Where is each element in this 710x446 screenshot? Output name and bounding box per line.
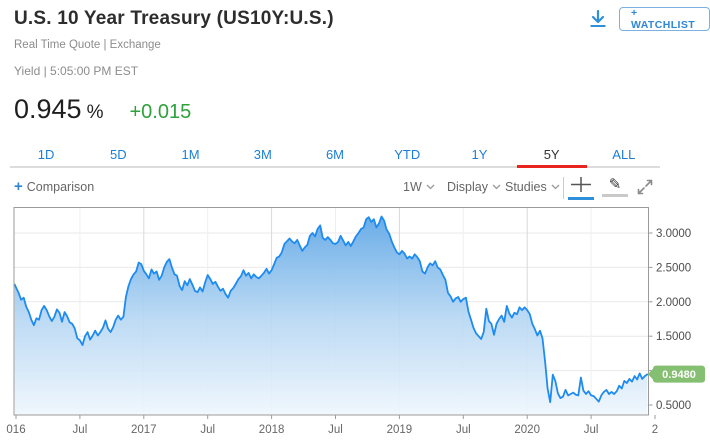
tab-label: YTD xyxy=(394,147,421,162)
chevron-down-icon xyxy=(426,184,435,190)
x-axis-label: 2 xyxy=(652,424,658,436)
add-watchlist-button[interactable]: + WATCHLIST xyxy=(619,7,710,31)
tab-label: ALL xyxy=(612,147,636,162)
crosshair-tool-button[interactable] xyxy=(568,176,594,200)
tab-label: 3M xyxy=(253,147,272,162)
download-icon xyxy=(590,9,606,27)
y-axis-label: 0.5000 xyxy=(656,400,691,412)
y-axis-label: 3.0000 xyxy=(656,228,691,240)
tab-label: 5D xyxy=(110,147,127,162)
chart-toolbar: + Comparison 1W Display Studies ✎ xyxy=(0,174,710,204)
download-button[interactable] xyxy=(587,9,609,29)
change-value: +0.015 xyxy=(129,101,192,123)
last-yield-value: 0.945 xyxy=(14,94,82,124)
studies-dropdown[interactable]: Studies xyxy=(505,180,560,194)
chevron-down-icon xyxy=(551,184,560,190)
tab-3m[interactable]: 3M xyxy=(227,145,299,166)
comparison-button[interactable]: + Comparison xyxy=(14,178,95,195)
x-axis-label: 016 xyxy=(6,424,25,436)
quote-status-line: Yield | 5:05:00 PM EST xyxy=(14,64,139,78)
x-axis-label: Jul xyxy=(584,424,599,436)
toolbar-divider xyxy=(563,177,564,199)
range-tab-bar: 1D 5D 1M 3M 6M YTD 1Y 5Y ALL xyxy=(10,145,660,168)
interval-dropdown[interactable]: 1W xyxy=(403,180,435,194)
x-axis-label: Jul xyxy=(200,424,215,436)
tab-all[interactable]: ALL xyxy=(588,145,660,166)
display-dropdown[interactable]: Display xyxy=(447,180,501,194)
studies-label: Studies xyxy=(505,180,547,194)
tab-label: 6M xyxy=(325,147,345,162)
chart-area xyxy=(14,216,648,415)
tab-label: 5Y xyxy=(543,147,560,162)
comparison-label: Comparison xyxy=(26,180,95,194)
last-price-label: 0.9480 xyxy=(662,369,696,381)
tab-label: 1D xyxy=(37,147,55,162)
tab-label: 1M xyxy=(181,147,200,162)
x-axis-label: 2018 xyxy=(259,424,285,436)
plot-border xyxy=(13,207,649,416)
display-label: Display xyxy=(447,180,488,194)
tab-ytd[interactable]: YTD xyxy=(371,145,443,166)
tab-5d[interactable]: 5D xyxy=(82,145,154,166)
plus-icon: + xyxy=(14,178,23,195)
tab-label: 1Y xyxy=(471,147,488,162)
tab-6m[interactable]: 6M xyxy=(299,145,371,166)
y-axis-label: 2.5000 xyxy=(656,262,691,274)
chart-canvas[interactable]: 3.00002.50002.00001.50001.00000.5000016J… xyxy=(0,207,710,446)
chart-line xyxy=(13,215,649,404)
active-tab-underline xyxy=(516,165,587,168)
x-axis-label: 2017 xyxy=(131,424,157,436)
crosshair-icon xyxy=(571,177,591,192)
crosshair-active-underline xyxy=(568,197,594,200)
expand-icon xyxy=(637,179,653,195)
price-row: 0.945 % +0.015 xyxy=(14,94,191,125)
tab-1m[interactable]: 1M xyxy=(154,145,226,166)
y-axis-label: 1.5000 xyxy=(656,331,691,343)
last-price-badge: 0.9480 xyxy=(648,365,705,383)
x-axis-label: Jul xyxy=(73,424,88,436)
x-axis-label: 2019 xyxy=(387,424,413,436)
x-axis-label: Jul xyxy=(456,424,471,436)
x-axis-label: 2020 xyxy=(514,424,540,436)
tab-1d[interactable]: 1D xyxy=(10,145,82,166)
draw-tool-button[interactable]: ✎ xyxy=(602,176,628,197)
pencil-icon: ✎ xyxy=(608,176,622,193)
interval-label: 1W xyxy=(403,180,422,194)
yield-unit: % xyxy=(86,102,104,123)
add-watchlist-label: + WATCHLIST xyxy=(631,7,696,31)
draw-underline xyxy=(602,194,628,197)
x-axis-label: Jul xyxy=(328,424,343,436)
quote-source-subtitle: Real Time Quote | Exchange xyxy=(14,39,161,51)
y-axis-label: 2.0000 xyxy=(656,297,691,309)
tab-1y[interactable]: 1Y xyxy=(443,145,515,166)
tab-5y[interactable]: 5Y xyxy=(516,145,588,168)
fullscreen-button[interactable] xyxy=(634,178,656,199)
chevron-down-icon xyxy=(492,184,501,190)
page-title: U.S. 10 Year Treasury (US10Y:U.S.) xyxy=(14,8,334,29)
